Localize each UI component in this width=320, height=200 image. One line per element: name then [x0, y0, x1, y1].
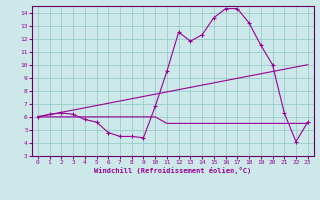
X-axis label: Windchill (Refroidissement éolien,°C): Windchill (Refroidissement éolien,°C) — [94, 167, 252, 174]
